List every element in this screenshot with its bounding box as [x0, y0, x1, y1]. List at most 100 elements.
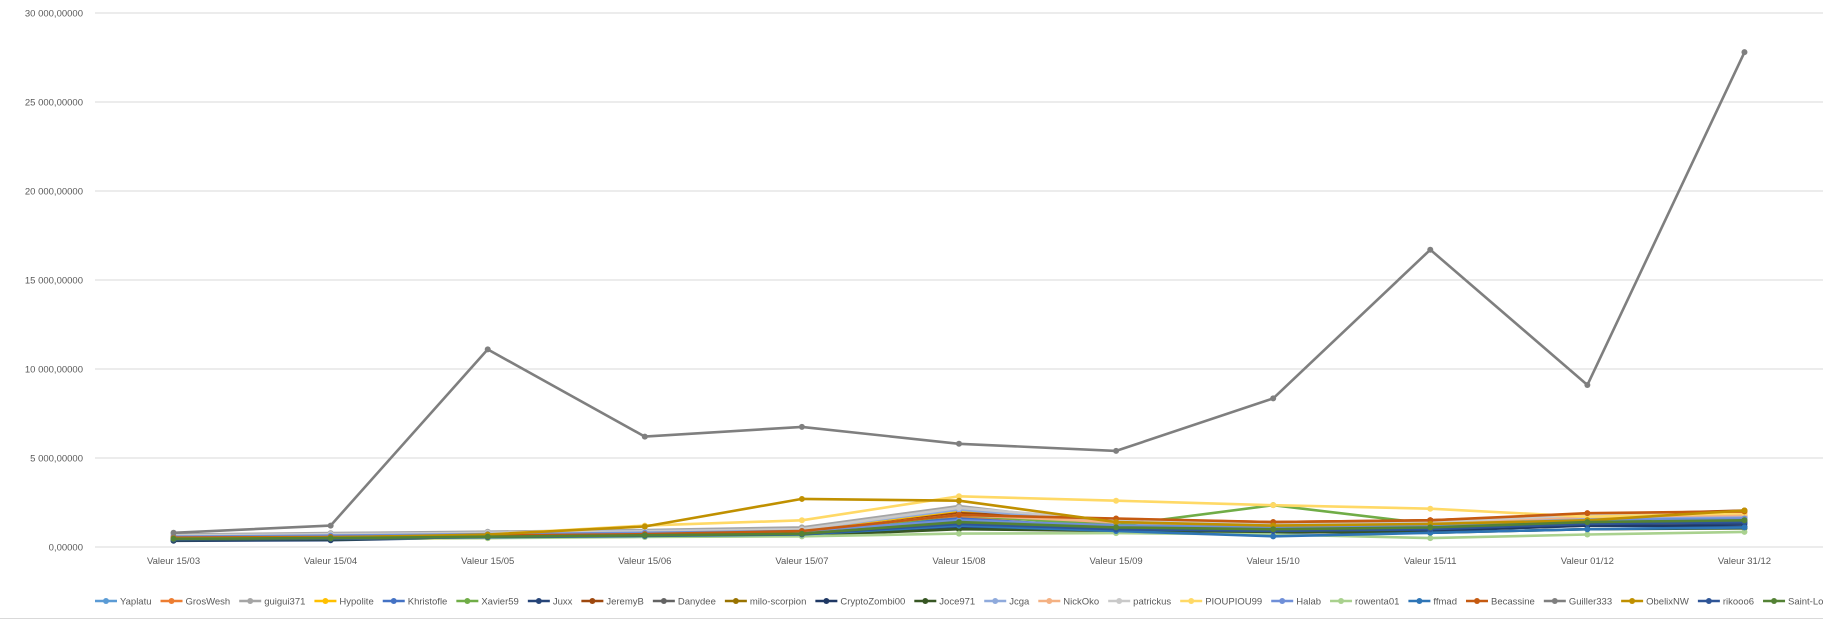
data-point [956, 440, 962, 447]
x-tick-label: Valeur 15/03 [147, 556, 200, 567]
y-tick-label: 30 000,00000 [25, 9, 83, 20]
data-point [798, 517, 805, 524]
legend-marker [103, 598, 109, 604]
legend-label: ffmad [1433, 597, 1457, 608]
x-tick-label: Valeur 15/07 [775, 556, 828, 567]
data-point [1270, 395, 1277, 402]
data-point [327, 522, 334, 529]
y-tick-label: 25 000,00000 [25, 98, 83, 109]
legend-label: Yaplatu [120, 597, 152, 608]
data-point [956, 497, 962, 504]
legend-entry: Danydee [652, 597, 716, 608]
x-tick-label: Valeur 15/11 [1404, 556, 1456, 567]
legend-entry: milo-scorpion [724, 597, 807, 608]
legend-marker [535, 598, 542, 604]
legend-entry: PIOUPIOU99 [1180, 597, 1262, 608]
legend-entry: Guiller333 [1543, 597, 1612, 608]
legend-label: JeremyB [606, 597, 643, 608]
legend-label: rowenta01 [1355, 597, 1399, 608]
data-point [956, 504, 962, 511]
data-point [798, 423, 805, 430]
legend-label: guigui371 [264, 597, 305, 608]
legend-entry: Hypolite [314, 597, 374, 608]
data-point [1427, 535, 1434, 542]
data-point [1113, 447, 1120, 454]
gridlines [95, 12, 1823, 548]
legend-marker [1279, 598, 1286, 604]
series-lines [170, 49, 1748, 544]
legend-label: Guiller333 [1569, 597, 1612, 608]
legend-marker [823, 598, 830, 604]
legend-marker [1188, 598, 1195, 604]
legend-entry: Halab [1271, 597, 1321, 608]
data-point [956, 530, 962, 537]
data-point [170, 535, 177, 542]
data-point [956, 511, 962, 518]
legend-marker [1116, 598, 1123, 604]
data-point [170, 529, 177, 536]
legend-label: GrosWesh [186, 597, 231, 608]
data-point [1270, 502, 1277, 509]
data-point [1741, 517, 1748, 524]
y-tick-label: 20 000,00000 [25, 187, 83, 198]
legend-label: rikooo6 [1723, 597, 1754, 608]
legend-marker [1338, 598, 1345, 604]
legend-label: Xavier59 [481, 597, 519, 608]
y-tick-label: 10 000,00000 [25, 365, 83, 376]
legend-marker [1473, 598, 1480, 604]
x-tick-label: Valeur 15/08 [932, 556, 985, 567]
legend-label: milo-scorpion [750, 597, 807, 608]
y-tick-label: 5 000,00000 [30, 454, 83, 465]
legend-label: ObelixNW [1646, 597, 1689, 608]
legend-marker [589, 598, 596, 604]
legend-entry: Khristofle [382, 597, 448, 608]
x-tick-label: Valeur 15/10 [1247, 556, 1300, 567]
data-point [641, 523, 648, 530]
data-point [1741, 524, 1748, 531]
data-point [1113, 519, 1120, 526]
legend-marker [168, 598, 175, 604]
legend-label: Khristofle [408, 597, 448, 608]
legend-marker [247, 598, 254, 604]
legend-marker [992, 598, 999, 604]
bottom-border [0, 618, 1823, 619]
legend-entry: Jcga [984, 597, 1030, 608]
x-axis-tick-labels: Valeur 15/03 Valeur 15/04 Valeur 15/05 Vale… [147, 556, 1771, 567]
legend-entry: Saint-Loup [1763, 597, 1823, 608]
legend-label: NickOko [1063, 597, 1099, 608]
y-axis-tick-labels: 0,00000 5 000,00000 10 000,00000 15 000,000… [25, 9, 83, 554]
legend-marker [1416, 598, 1423, 604]
legend-marker [1705, 598, 1712, 604]
legend-marker [464, 598, 471, 604]
legend-entry: rikooo6 [1697, 597, 1754, 608]
data-point [484, 346, 491, 353]
data-point [1741, 528, 1748, 535]
series-line [172, 50, 1746, 535]
legend-entry: NickOko [1038, 597, 1099, 608]
legend-entry: JeremyB [581, 597, 644, 608]
x-tick-label: Valeur 01/12 [1561, 556, 1614, 567]
x-tick-label: Valeur 15/06 [618, 556, 671, 567]
legend-label: Joce971 [939, 597, 975, 608]
legend-entry: guigui371 [239, 597, 305, 608]
data-point [1584, 519, 1591, 526]
legend-marker [1771, 598, 1778, 604]
data-point [798, 530, 805, 537]
data-point [1741, 507, 1748, 514]
data-point [1270, 533, 1277, 540]
data-point [1584, 382, 1591, 389]
legend-entry: Becassine [1465, 597, 1535, 608]
y-tick-label: 15 000,00000 [25, 276, 83, 287]
x-tick-label: Valeur 15/09 [1090, 556, 1143, 567]
data-point [327, 535, 334, 542]
data-point [956, 519, 962, 526]
data-point [798, 495, 805, 502]
data-point [1427, 524, 1434, 531]
legend-marker [732, 598, 739, 604]
legend-marker [660, 598, 667, 604]
x-tick-label: Valeur 31/12 [1718, 556, 1771, 567]
legend-marker [922, 598, 929, 604]
legend-label: patrickus [1133, 597, 1171, 608]
legend-entry: Juxx [527, 597, 573, 608]
